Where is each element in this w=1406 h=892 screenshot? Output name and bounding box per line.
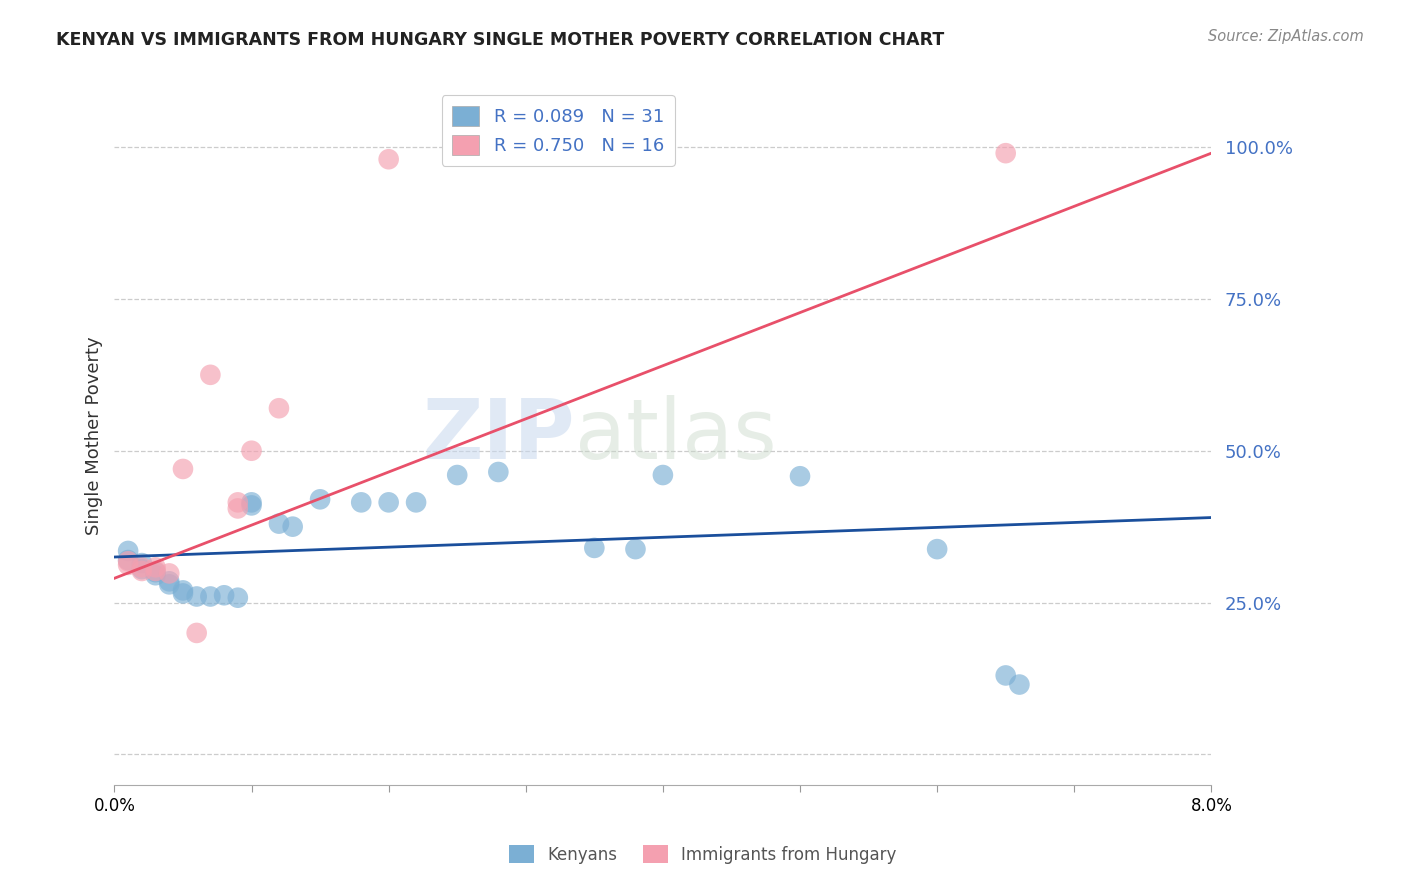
Point	[267, 401, 290, 416]
Point	[157, 566, 180, 581]
Point	[131, 560, 153, 574]
Point	[131, 564, 153, 578]
Point	[486, 465, 509, 479]
Point	[117, 553, 139, 567]
Point	[226, 591, 249, 605]
Point	[789, 469, 811, 483]
Point	[240, 495, 263, 509]
Point	[157, 574, 180, 589]
Point	[200, 368, 222, 382]
Point	[172, 462, 194, 476]
Point	[145, 560, 167, 574]
Text: atlas: atlas	[575, 395, 778, 476]
Legend: R = 0.089   N = 31, R = 0.750   N = 16: R = 0.089 N = 31, R = 0.750 N = 16	[441, 95, 675, 166]
Point	[186, 590, 208, 604]
Point	[994, 668, 1017, 682]
Point	[994, 146, 1017, 161]
Y-axis label: Single Mother Poverty: Single Mother Poverty	[86, 336, 103, 535]
Point	[226, 495, 249, 509]
Point	[117, 558, 139, 572]
Point	[145, 564, 167, 578]
Point	[131, 562, 153, 576]
Point	[927, 542, 949, 557]
Point	[157, 577, 180, 591]
Point	[172, 586, 194, 600]
Point	[212, 588, 235, 602]
Point	[377, 495, 399, 509]
Point	[446, 468, 468, 483]
Point	[583, 541, 606, 555]
Legend: Kenyans, Immigrants from Hungary: Kenyans, Immigrants from Hungary	[503, 838, 903, 871]
Point	[131, 556, 153, 570]
Point	[117, 544, 139, 558]
Point	[405, 495, 427, 509]
Point	[377, 153, 399, 167]
Point	[350, 495, 373, 509]
Text: ZIP: ZIP	[423, 395, 575, 476]
Text: KENYAN VS IMMIGRANTS FROM HUNGARY SINGLE MOTHER POVERTY CORRELATION CHART: KENYAN VS IMMIGRANTS FROM HUNGARY SINGLE…	[56, 31, 945, 49]
Point	[309, 492, 332, 507]
Point	[624, 542, 647, 557]
Point	[1008, 677, 1031, 691]
Point	[226, 501, 249, 516]
Point	[240, 443, 263, 458]
Point	[267, 516, 290, 531]
Point	[651, 468, 673, 483]
Point	[117, 554, 139, 568]
Point	[145, 568, 167, 582]
Text: Source: ZipAtlas.com: Source: ZipAtlas.com	[1208, 29, 1364, 44]
Point	[281, 519, 304, 533]
Point	[240, 499, 263, 513]
Point	[145, 565, 167, 579]
Point	[172, 583, 194, 598]
Point	[200, 590, 222, 604]
Point	[186, 626, 208, 640]
